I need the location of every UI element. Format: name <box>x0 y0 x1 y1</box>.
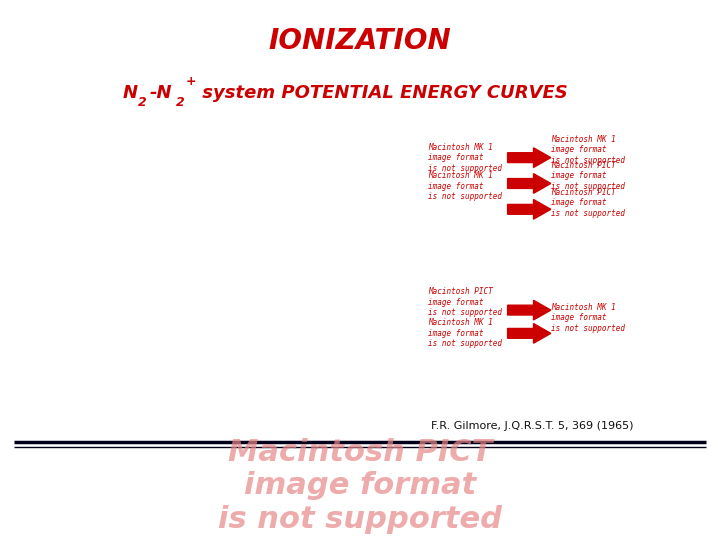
Text: Macintosh PICT
image format
is not supported: Macintosh PICT image format is not suppo… <box>218 438 502 534</box>
Text: Macintosh PICT
image format
is not supported: Macintosh PICT image format is not suppo… <box>551 161 625 191</box>
Text: F.R. Gilmore, J.Q.R.S.T. 5, 369 (1965): F.R. Gilmore, J.Q.R.S.T. 5, 369 (1965) <box>431 421 634 431</box>
Polygon shape <box>508 300 551 320</box>
Polygon shape <box>508 174 551 193</box>
Text: N: N <box>122 84 138 102</box>
Text: Macintosh MK 1
image format
is not supported: Macintosh MK 1 image format is not suppo… <box>551 303 625 333</box>
Polygon shape <box>508 148 551 167</box>
Polygon shape <box>508 199 551 219</box>
Text: Macintosh PICT
image format
is not supported: Macintosh PICT image format is not suppo… <box>551 188 625 218</box>
Text: Macintosh MK 1
image format
is not supported: Macintosh MK 1 image format is not suppo… <box>428 171 503 201</box>
Text: 2: 2 <box>138 96 147 109</box>
Text: 2: 2 <box>176 96 185 109</box>
Text: Macintosh MK 1
image format
is not supported: Macintosh MK 1 image format is not suppo… <box>428 143 503 173</box>
Text: system POTENTIAL ENERGY CURVES: system POTENTIAL ENERGY CURVES <box>196 84 567 102</box>
Polygon shape <box>508 323 551 343</box>
Text: +: + <box>186 75 197 88</box>
Text: Macintosh MK 1
image format
is not supported: Macintosh MK 1 image format is not suppo… <box>428 319 503 348</box>
Text: Macintosh PICT
image format
is not supported: Macintosh PICT image format is not suppo… <box>428 287 503 318</box>
Text: Macintosh MK 1
image format
is not supported: Macintosh MK 1 image format is not suppo… <box>551 135 625 165</box>
Text: -N: -N <box>150 84 172 102</box>
Text: IONIZATION: IONIZATION <box>269 28 451 55</box>
